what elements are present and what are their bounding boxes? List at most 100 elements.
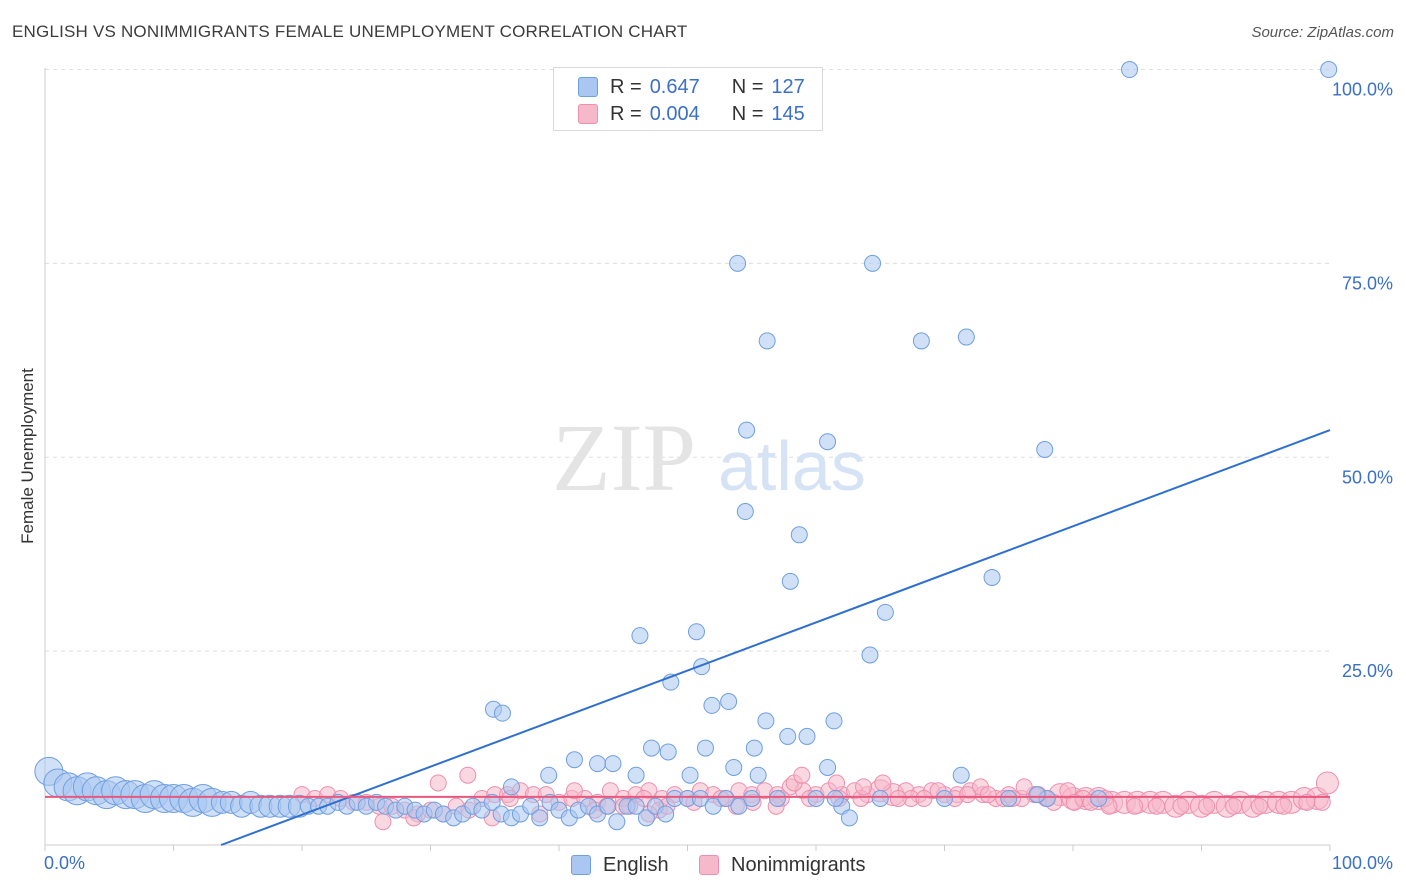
english-point: [736, 503, 754, 521]
nonimmigrants-point: [1250, 797, 1268, 815]
english-point: [540, 766, 558, 784]
nonimmigrants-point: [793, 766, 811, 784]
y-axis-label: Female Unemployment: [18, 368, 37, 544]
english-point: [826, 789, 844, 807]
english-point: [730, 797, 748, 815]
nonimmigrants-point: [429, 774, 447, 792]
english-point: [691, 789, 709, 807]
x-tick-label: 100.0%: [1332, 853, 1393, 873]
nonimmigrants-point: [1126, 797, 1144, 815]
chart-title: ENGLISH VS NONIMMIGRANTS FEMALE UNEMPLOY…: [12, 22, 688, 41]
english-point: [704, 797, 722, 815]
english-legend-swatch: [571, 855, 591, 875]
english-swatch: [578, 77, 598, 97]
nonimmigrants-point: [1313, 793, 1331, 811]
english-point: [627, 797, 645, 815]
english-point: [743, 789, 761, 807]
nonimmigrants-point: [828, 774, 846, 792]
english-point: [703, 696, 721, 714]
nonimmigrants-point: [1275, 797, 1293, 815]
nonimmigrants-swatch: [578, 104, 598, 124]
english-point: [758, 332, 776, 350]
english-point: [819, 433, 837, 451]
r-value: 0.647: [649, 75, 700, 98]
english-point: [693, 658, 711, 676]
english-point: [1320, 61, 1338, 79]
series-legend-nonimmigrants[interactable]: Nonimmigrants: [699, 852, 865, 878]
source-credit: Source: ZipAtlas.com: [1251, 24, 1394, 41]
english-point: [589, 755, 607, 773]
nonimmigrants-point: [1315, 771, 1339, 795]
nonimmigrants-point: [855, 778, 873, 796]
english-point: [483, 793, 501, 811]
english-point: [1090, 789, 1108, 807]
nonimmigrants-point: [915, 789, 933, 807]
watermark-zip: ZIP: [552, 404, 696, 511]
english-point: [768, 789, 786, 807]
n-label: N =: [731, 75, 764, 98]
english-point: [1036, 441, 1054, 458]
english-point: [687, 623, 705, 641]
y-tick-label: 25.0%: [1342, 661, 1393, 681]
nonimmigrants-legend-swatch: [699, 855, 719, 875]
english-point: [637, 809, 655, 827]
english-point: [681, 766, 699, 784]
english-point: [565, 751, 583, 769]
nonimmigrants-point: [1172, 797, 1190, 815]
nonimmigrants-point: [1198, 797, 1216, 815]
english-point: [1000, 789, 1018, 807]
r-value: 0.004: [649, 102, 700, 125]
english-point: [657, 805, 675, 823]
nonimmigrants-point: [1225, 797, 1243, 815]
nonimmigrants-point: [1015, 778, 1033, 796]
english-point: [720, 693, 738, 711]
y-tick-label: 75.0%: [1342, 273, 1393, 293]
english-point: [631, 627, 649, 645]
nonimmigrants-point: [889, 789, 907, 807]
english-point: [957, 328, 975, 346]
english-point: [840, 809, 858, 827]
y-tick-label: 50.0%: [1342, 467, 1393, 487]
series-legend-english[interactable]: English: [571, 852, 669, 878]
english-point: [1121, 61, 1139, 79]
english-point: [952, 766, 970, 784]
english-points: [34, 61, 1338, 831]
english-point: [861, 646, 879, 664]
english-point: [627, 766, 645, 784]
gridlines: [45, 69, 1330, 652]
nonimmigrants-point: [979, 786, 997, 804]
english-point: [599, 797, 617, 815]
legend-row-english: R = 0.647 N = 127: [578, 74, 805, 100]
english-point: [781, 572, 799, 590]
english-point: [522, 797, 540, 815]
n-value: 127: [771, 75, 805, 98]
english-point: [936, 789, 953, 807]
nonimmigrants-point: [565, 782, 583, 800]
nonimmigrants-point: [874, 774, 892, 792]
english-point: [725, 758, 743, 776]
english-point: [696, 739, 714, 757]
english-point: [643, 739, 661, 757]
english-point: [871, 789, 889, 807]
english-point: [790, 526, 808, 544]
english-point: [876, 603, 894, 621]
english-point: [531, 809, 549, 827]
nonimmigrants-legend-label: Nonimmigrants: [731, 853, 866, 876]
nonimmigrants-point: [459, 766, 477, 784]
watermark-atlas: atlas: [718, 427, 866, 505]
n-label: N =: [731, 102, 764, 125]
english-point: [738, 421, 756, 439]
r-label: R =: [610, 75, 642, 98]
x-tick-label: 0.0%: [44, 853, 85, 873]
legend-row-nonimmigrants: R = 0.004 N = 145: [578, 101, 805, 127]
trend-lines: [45, 429, 1331, 846]
english-point: [749, 766, 767, 784]
english-point: [745, 739, 763, 757]
english-point: [912, 332, 930, 350]
nonimmigrants-point: [959, 786, 977, 804]
english-point: [807, 789, 825, 807]
english-point: [983, 568, 1001, 586]
english-point: [864, 254, 882, 272]
english-point: [825, 712, 843, 730]
